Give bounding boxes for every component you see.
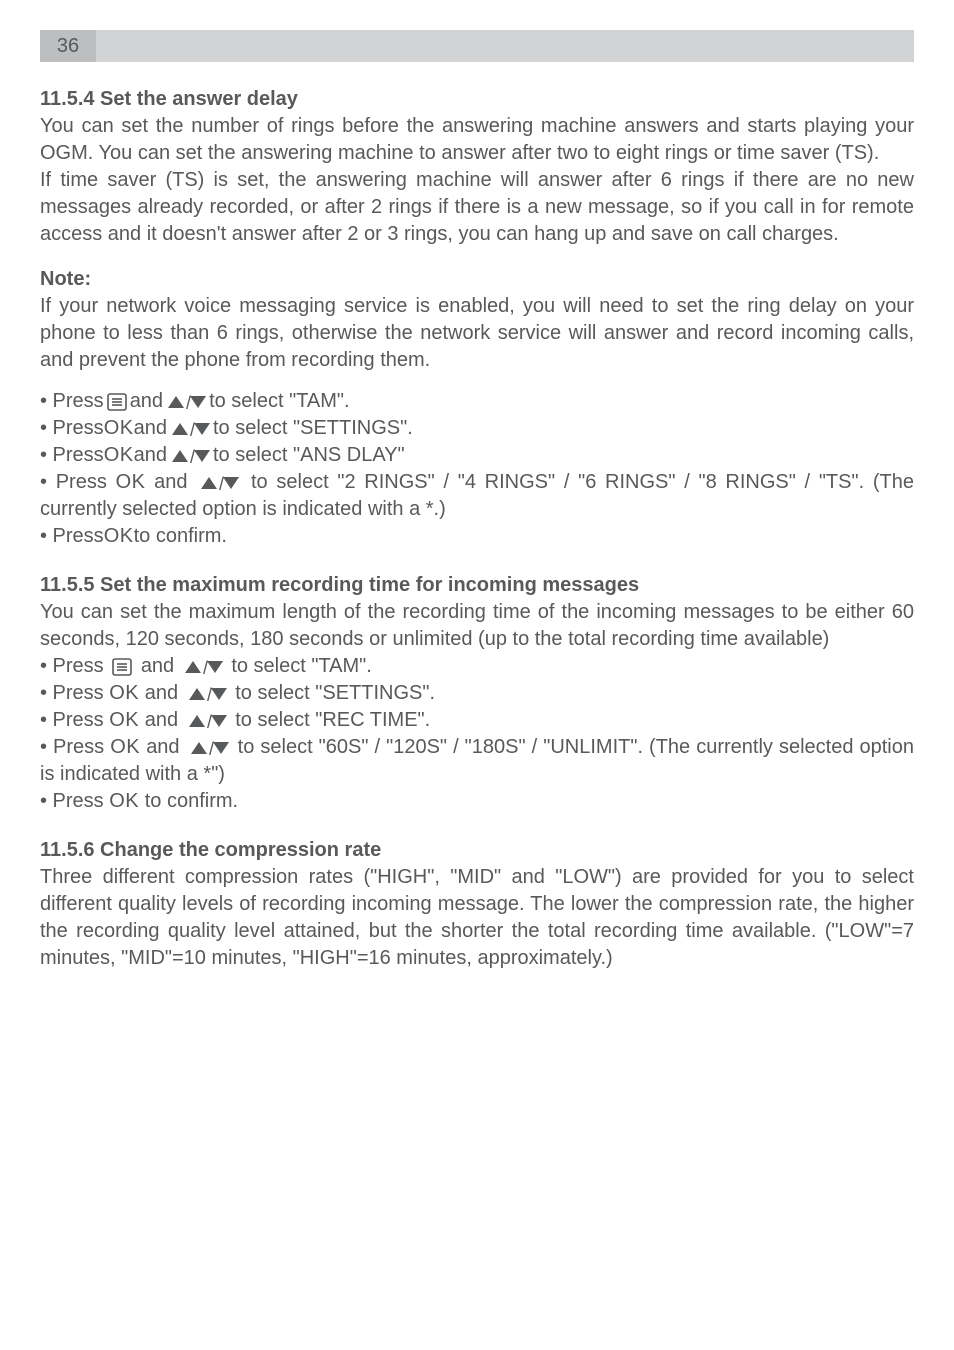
text: • Press [40, 442, 104, 469]
menu-icon [112, 658, 132, 676]
text: to select "ANS DLAY" [213, 442, 405, 469]
text: • Press [40, 415, 104, 442]
bullets-1155: • Press and / to select "TAM". • Press O… [40, 653, 914, 815]
text: • Press [40, 682, 109, 704]
ok-icon: OK [109, 709, 139, 731]
ok-icon: OK [116, 471, 146, 493]
bullet-row: • Press and / to select "TAM". [40, 653, 914, 680]
text: • Press [40, 655, 109, 677]
bullet-row: • Press OK and / to select "ANS DLAY" [40, 442, 914, 469]
para-1155-1: You can set the maximum length of the re… [40, 599, 914, 653]
heading-1154: 11.5.4 Set the answer delay [40, 86, 914, 113]
svg-text:/: / [186, 394, 191, 410]
text: • Press [40, 790, 109, 812]
note-body: If your network voice messaging service … [40, 293, 914, 374]
text: and [145, 471, 196, 493]
text: • Press [40, 523, 104, 550]
text: and [141, 655, 180, 677]
text: • Press [40, 709, 109, 731]
text: to confirm. [134, 523, 227, 550]
para-1154-1: You can set the number of rings before t… [40, 113, 914, 167]
page-header-bar: 36 [40, 30, 914, 62]
bullet-row: • Press OK and / to select "REC TIME". [40, 707, 914, 734]
text: to select "REC TIME". [235, 709, 430, 731]
ok-icon: OK [104, 523, 134, 550]
text: and [140, 736, 185, 758]
text: and [145, 682, 184, 704]
bullet-row: • Press and / to select "TAM". [40, 388, 914, 415]
page-number: 36 [40, 30, 96, 62]
ok-icon: OK [109, 682, 139, 704]
heading-1156: 11.5.6 Change the compression rate [40, 837, 914, 864]
svg-text:/: / [203, 659, 208, 675]
up-down-icon: / [166, 394, 206, 410]
bullet-row: • Press OK to confirm. [40, 523, 914, 550]
svg-text:/: / [190, 421, 195, 437]
text: to select "SETTINGS". [235, 682, 435, 704]
up-down-icon: / [170, 448, 210, 464]
up-down-icon: / [189, 740, 229, 756]
text: to select "SETTINGS". [213, 415, 413, 442]
text: and [134, 415, 167, 442]
up-down-icon: / [183, 659, 223, 675]
up-down-icon: / [187, 686, 227, 702]
text: and [145, 709, 184, 731]
svg-text:/: / [190, 448, 195, 464]
bullets-1154: • Press and / to select "TAM". • Press O… [40, 388, 914, 550]
bullet-row: • Press OK and / to select "SETTINGS". [40, 415, 914, 442]
up-down-icon: / [170, 421, 210, 437]
bullet-row: • Press OK and / to select "2 RINGS" / "… [40, 469, 914, 523]
bullet-row: • Press OK to confirm. [40, 788, 914, 815]
text: to confirm. [145, 790, 238, 812]
ok-icon: OK [104, 415, 134, 442]
text: and [134, 442, 167, 469]
bullet-row: • Press OK and / to select "SETTINGS". [40, 680, 914, 707]
svg-text:/: / [219, 475, 224, 491]
text: • Press [40, 736, 110, 758]
text: to select "TAM". [209, 388, 350, 415]
heading-1155: 11.5.5 Set the maximum recording time fo… [40, 572, 914, 599]
text: to select "TAM". [231, 655, 372, 677]
para-1156-1: Three different compression rates ("HIGH… [40, 864, 914, 972]
para-1154-2: If time saver (TS) is set, the answering… [40, 167, 914, 248]
up-down-icon: / [187, 713, 227, 729]
menu-icon [107, 393, 127, 411]
note-label: Note: [40, 266, 914, 293]
svg-text:/: / [209, 740, 214, 756]
text: • Press [40, 471, 116, 493]
ok-icon: OK [104, 442, 134, 469]
ok-icon: OK [109, 790, 139, 812]
svg-text:/: / [207, 686, 212, 702]
svg-text:/: / [207, 713, 212, 729]
up-down-icon: / [199, 475, 239, 491]
text: and [130, 388, 163, 415]
ok-icon: OK [110, 736, 140, 758]
text: • Press [40, 388, 104, 415]
bullet-row: • Press OK and / to select "60S" / "120S… [40, 734, 914, 788]
